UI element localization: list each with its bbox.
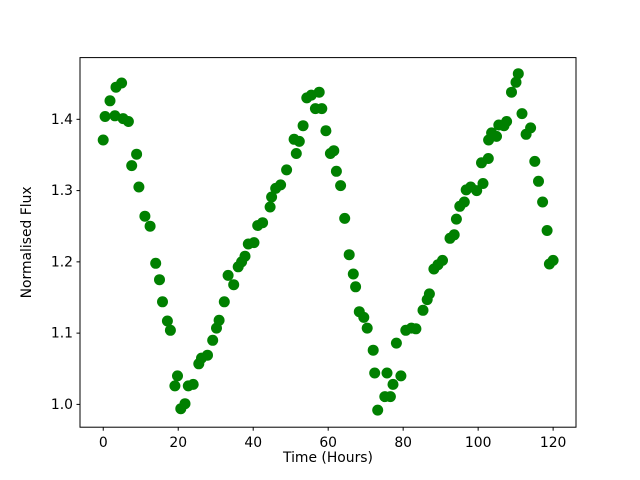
- data-point: [482, 153, 494, 164]
- data-point: [99, 111, 111, 122]
- x-tick-label: 120: [540, 435, 567, 451]
- data-point: [417, 304, 429, 316]
- data-point: [172, 370, 183, 382]
- data-point: [547, 254, 559, 266]
- data-point: [179, 398, 191, 410]
- x-tick-label: 60: [319, 435, 337, 451]
- data-point: [290, 148, 302, 159]
- data-point: [501, 116, 513, 127]
- y-tick-label: 1.2: [51, 254, 73, 270]
- data-point: [491, 130, 502, 142]
- data-point: [516, 108, 528, 120]
- data-point: [122, 116, 134, 127]
- data-point: [266, 191, 278, 203]
- data-point: [104, 95, 116, 107]
- data-point: [281, 164, 293, 176]
- data-point: [423, 288, 435, 300]
- data-point: [207, 334, 219, 346]
- data-point: [533, 175, 544, 187]
- data-point: [350, 281, 362, 293]
- data-point: [313, 86, 325, 98]
- data-point: [228, 279, 240, 291]
- data-point: [361, 322, 373, 334]
- data-point: [257, 217, 269, 229]
- data-point: [367, 344, 379, 356]
- data-point: [330, 165, 342, 177]
- x-tick-label: 20: [169, 435, 187, 451]
- data-point: [144, 220, 156, 232]
- data-point: [150, 257, 162, 269]
- data-point: [395, 370, 407, 382]
- data-point: [437, 254, 448, 266]
- data-point: [293, 135, 305, 147]
- y-tick-label: 1.1: [51, 326, 73, 342]
- data-point: [525, 122, 537, 134]
- data-point: [358, 311, 370, 323]
- data-point: [372, 404, 384, 416]
- data-point: [369, 367, 381, 379]
- data-point: [187, 378, 199, 390]
- x-tick-label: 100: [465, 435, 492, 451]
- data-point: [541, 225, 553, 236]
- data-point: [161, 315, 173, 327]
- data-point: [297, 120, 309, 132]
- data-point: [154, 274, 165, 286]
- data-point: [131, 148, 143, 160]
- data-point: [512, 68, 524, 80]
- data-point: [448, 229, 460, 241]
- data-point: [126, 160, 138, 172]
- data-point: [275, 179, 287, 191]
- data-point: [339, 212, 351, 224]
- data-point: [343, 249, 355, 261]
- data-point: [248, 237, 260, 249]
- data-point: [116, 77, 128, 89]
- data-point: [222, 269, 234, 281]
- data-point: [157, 296, 168, 308]
- x-axis-label: Time (Hours): [282, 450, 373, 466]
- data-point: [537, 196, 549, 208]
- x-tick-label: 0: [99, 435, 108, 451]
- data-point: [347, 268, 359, 280]
- data-point: [390, 337, 402, 349]
- x-tick-label: 40: [244, 435, 262, 451]
- data-point: [410, 323, 422, 335]
- data-point: [213, 314, 225, 326]
- data-point: [387, 378, 399, 390]
- data-point: [510, 76, 522, 88]
- data-point: [384, 391, 396, 403]
- data-point: [335, 180, 347, 192]
- data-point: [450, 213, 462, 225]
- data-point: [97, 134, 109, 146]
- y-tick-label: 1.4: [51, 112, 73, 128]
- data-point: [316, 103, 328, 115]
- data-point: [133, 181, 145, 193]
- data-point: [139, 210, 151, 222]
- data-point: [164, 324, 176, 336]
- data-point: [529, 155, 541, 167]
- data-point: [506, 86, 517, 98]
- data-point: [320, 125, 332, 137]
- data-point: [218, 296, 230, 308]
- y-axis-label: Normalised Flux: [19, 186, 35, 298]
- data-point: [239, 250, 251, 262]
- data-point: [328, 145, 340, 157]
- data-point: [381, 367, 393, 379]
- data-point: [458, 196, 470, 208]
- x-tick-label: 80: [394, 435, 412, 451]
- data-point: [477, 178, 489, 189]
- data-point: [471, 185, 483, 197]
- data-point: [202, 349, 213, 361]
- y-tick-label: 1.3: [51, 183, 73, 199]
- data-point: [169, 380, 181, 392]
- y-tick-label: 1.0: [51, 397, 73, 413]
- data-point: [264, 201, 276, 213]
